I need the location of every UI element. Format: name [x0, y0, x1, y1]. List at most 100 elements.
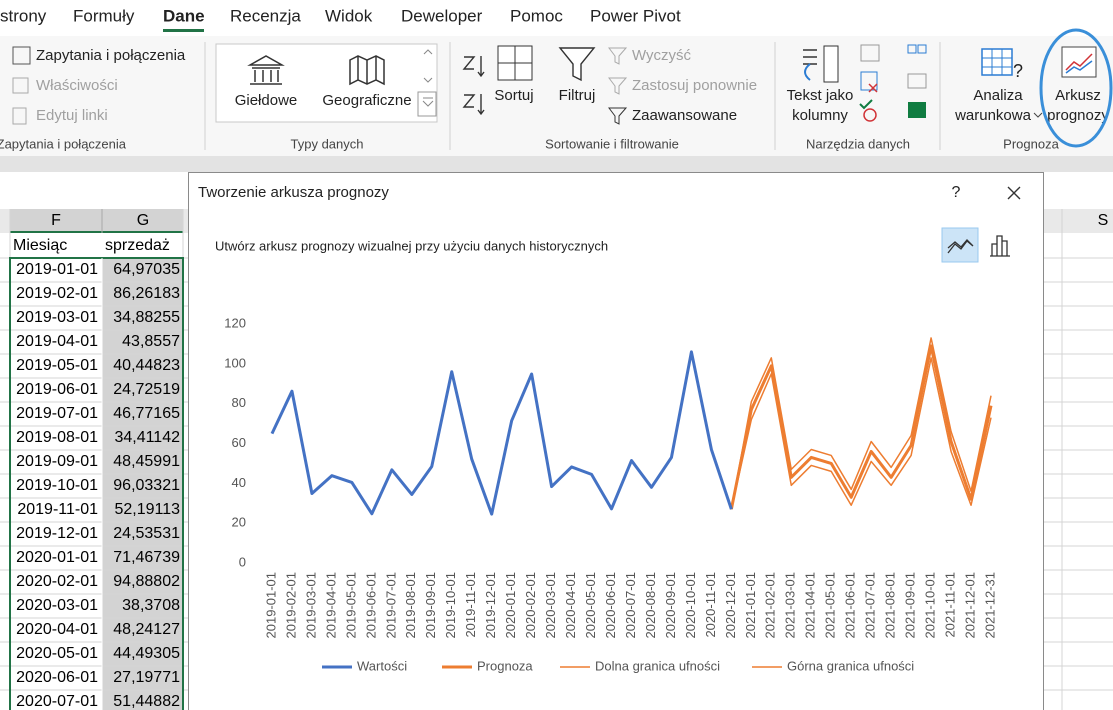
icon: [1065, 60, 1093, 74]
tab[interactable]: Widok: [325, 6, 373, 25]
group-label: Narzędzia danych: [806, 136, 910, 151]
help-button[interactable]: ?: [952, 184, 961, 201]
button[interactable]: Giełdowe: [235, 92, 298, 109]
icon: [907, 73, 927, 89]
cell: 2019-07-01: [16, 405, 98, 422]
icon: [907, 44, 917, 54]
column-header[interactable]: F: [51, 212, 61, 229]
dialog: [188, 172, 1044, 710]
button[interactable]: Właściwości: [36, 77, 118, 94]
cell: 2019-02-01: [16, 285, 98, 302]
cell[interactable]: Miesiąc: [13, 237, 67, 254]
gallery-more[interactable]: [417, 91, 437, 117]
selected-cell: [102, 498, 183, 522]
cell: 2020-03-01: [16, 597, 98, 614]
cell: 2020-07-01: [16, 693, 98, 710]
legend-label: Prognoza: [477, 658, 533, 673]
selected-cell: [102, 354, 183, 378]
selected-cell: [102, 258, 183, 282]
cell: 2019-12-01: [16, 525, 98, 542]
cell: 24,72519: [113, 381, 180, 398]
column-header[interactable]: G: [137, 212, 149, 229]
tab[interactable]: Recenzja: [230, 6, 301, 25]
x-tick-label: 2020-07-01: [623, 572, 638, 639]
group-label: Sortowanie i filtrowanie: [545, 136, 679, 151]
tab-active[interactable]: Dane: [163, 6, 205, 25]
column-header[interactable]: S: [1098, 212, 1109, 229]
icon: [947, 239, 974, 254]
selected-cell: [102, 282, 183, 306]
legend-label: Dolna granica ufności: [595, 658, 720, 673]
button[interactable]: prognozy: [1047, 107, 1109, 124]
x-tick-label: 2021-01-01: [743, 572, 758, 639]
icon: [917, 44, 927, 54]
tab[interactable]: strony: [0, 6, 47, 25]
button[interactable]: Zapytania i połączenia: [36, 47, 186, 64]
selected-cell: [102, 474, 183, 498]
button[interactable]: Edytuj linki: [36, 107, 108, 124]
group-label: Zapytania i połączenia: [0, 136, 127, 151]
cell: 2020-02-01: [16, 573, 98, 590]
cell: 34,88255: [113, 309, 180, 326]
selected-cell: [102, 666, 183, 690]
cell[interactable]: sprzedaż: [105, 237, 170, 254]
icon: [804, 63, 811, 81]
x-tick-label: 2021-09-01: [903, 572, 918, 639]
icon: [860, 71, 878, 91]
button[interactable]: Zaawansowane: [632, 107, 737, 124]
cell: 2019-06-01: [16, 381, 98, 398]
close-button[interactable]: [1007, 186, 1021, 200]
icon: [12, 107, 27, 125]
icon: [981, 48, 1013, 76]
cell: 2020-05-01: [16, 645, 98, 662]
x-tick-label: 2021-10-01: [923, 572, 938, 639]
x-tick-label: 2020-03-01: [543, 572, 558, 639]
scroll-arrows: [422, 49, 434, 107]
selected-cell: [102, 594, 183, 618]
icon: [863, 108, 877, 122]
cell: 46,77165: [113, 405, 180, 422]
button[interactable]: Sortuj: [494, 87, 533, 104]
selected-cell: [102, 522, 183, 546]
tab[interactable]: Formuły: [73, 6, 135, 25]
forecast-chart: 0 20 40 60 80 100 120 2019-01-01 2019-02-01 2019-…: [224, 315, 997, 673]
x-tick-label: 2020-11-01: [703, 572, 718, 638]
dialog-subtitle: Utwórz arkusz prognozy wizualnej przy uż…: [215, 238, 608, 253]
cell: 40,44823: [113, 357, 180, 374]
ribbon: [0, 36, 1113, 156]
cell: 64,97035: [113, 261, 180, 278]
icon: [868, 83, 878, 93]
icon: [823, 45, 839, 83]
x-tick-label: 2020-05-01: [583, 572, 598, 639]
x-tick-label: 2019-04-01: [323, 572, 338, 639]
button[interactable]: Analiza: [973, 87, 1023, 104]
button[interactable]: Tekst jako: [787, 87, 854, 104]
tab[interactable]: Power Pivot: [590, 6, 681, 25]
tab[interactable]: Pomoc: [510, 6, 563, 25]
cell: 2019-10-01: [16, 477, 98, 494]
x-tick-label: 2020-09-01: [663, 572, 678, 639]
column-chart-toggle[interactable]: [990, 235, 1010, 257]
button[interactable]: Filtruj: [559, 87, 596, 104]
x-tick-label: 2020-08-01: [643, 572, 658, 639]
highlight-circle: [1039, 28, 1113, 148]
cell: 2019-11-01: [17, 501, 98, 518]
legend-label: Górna granica ufności: [787, 658, 914, 673]
x-tick-label: 2021-12-01: [962, 572, 977, 639]
cell: 2020-04-01: [16, 621, 98, 638]
group-label: Typy danych: [291, 136, 364, 151]
button[interactable]: Arkusz: [1055, 87, 1101, 104]
button[interactable]: kolumny: [792, 107, 848, 124]
tab[interactable]: Deweloper: [401, 6, 483, 25]
button[interactable]: Geograficzne: [322, 92, 411, 109]
button[interactable]: Wyczyść: [632, 47, 692, 64]
button[interactable]: Zastosuj ponownie: [632, 77, 757, 94]
selected-cell: [102, 450, 183, 474]
cell: 2019-09-01: [16, 453, 98, 470]
cell: 27,19771: [113, 669, 180, 686]
y-tick-label: 120: [224, 315, 246, 330]
button[interactable]: warunkowa: [954, 107, 1032, 124]
cell: 38,3708: [122, 597, 180, 614]
x-tick-label: 2020-10-01: [683, 572, 698, 639]
